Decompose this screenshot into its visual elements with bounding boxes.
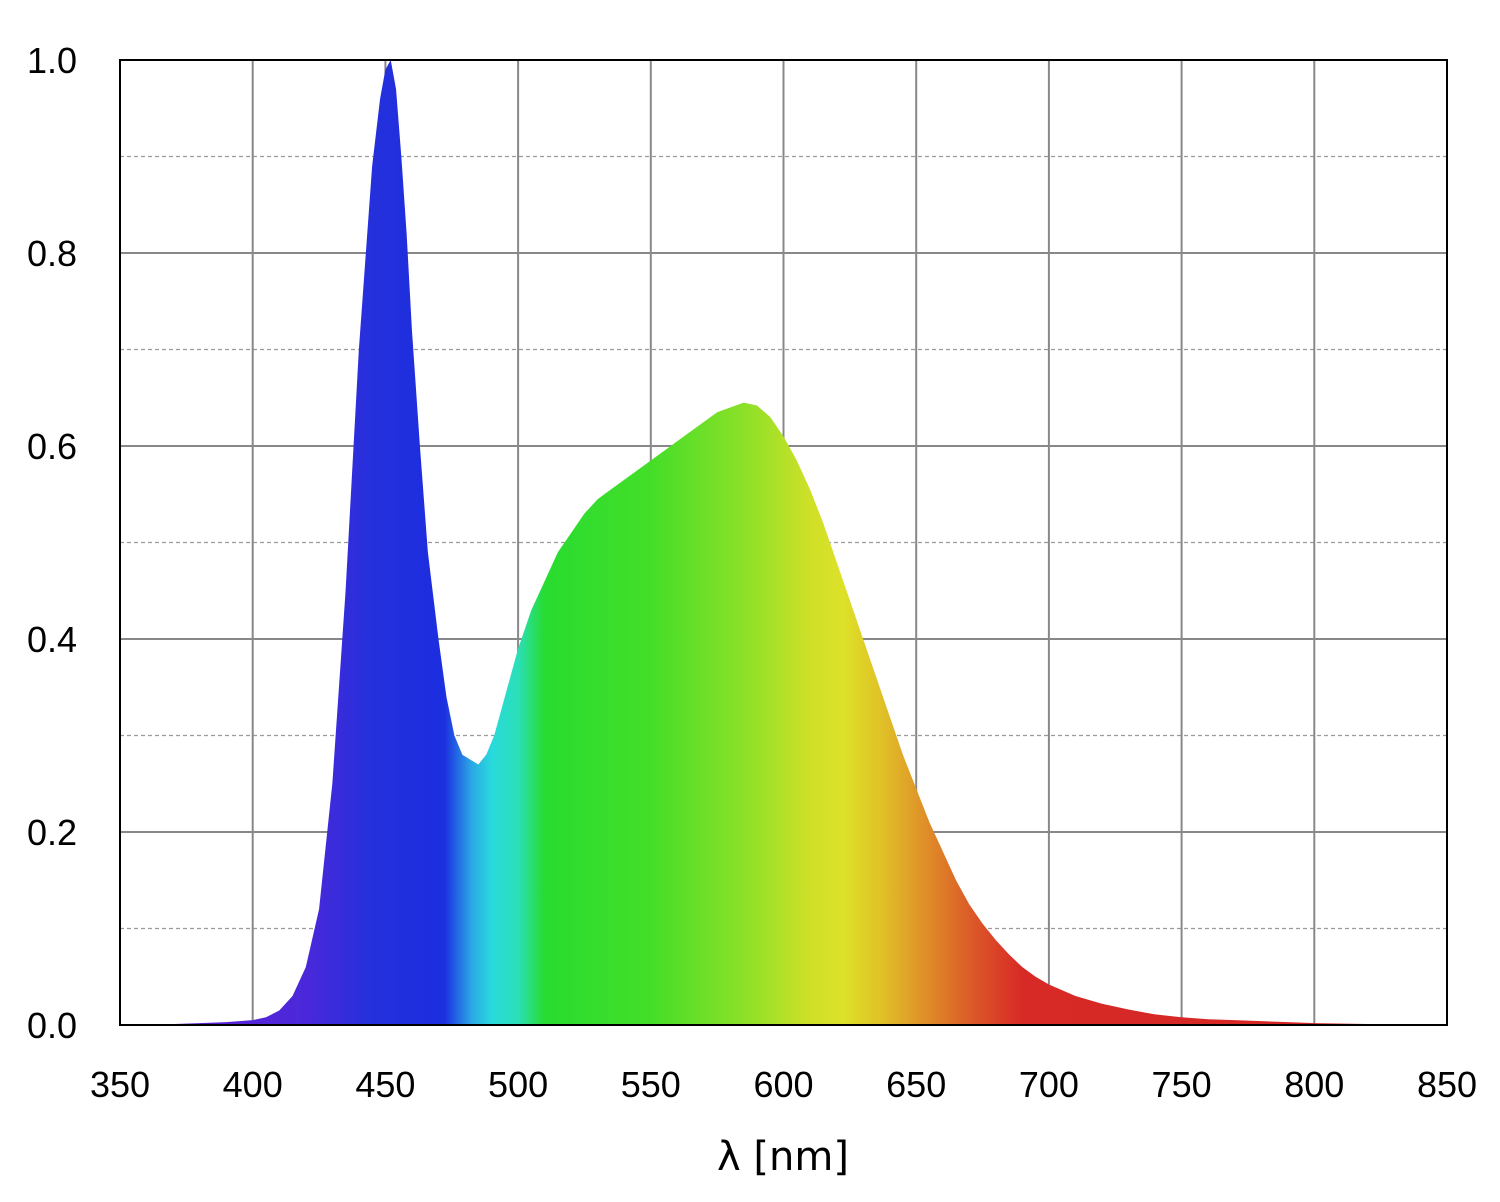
y-tick-label: 1.0: [27, 40, 77, 81]
x-tick-label: 500: [488, 1064, 548, 1105]
x-axis-title: λ [nm]: [717, 1134, 849, 1180]
y-tick-label: 0.2: [27, 812, 77, 853]
y-tick-label: 0.4: [27, 619, 77, 660]
series-layer: [146, 60, 1447, 1025]
y-tick-labels: 0.0 0.2 0.4 0.6 0.8 1.0: [27, 40, 77, 1046]
y-tick-label: 0.6: [27, 426, 77, 467]
x-tick-label: 350: [90, 1064, 150, 1105]
x-tick-labels: 350 400 450 500 550 600 650 700 750 800 850: [90, 1064, 1477, 1105]
x-tick-label: 400: [223, 1064, 283, 1105]
x-tick-label: 450: [355, 1064, 415, 1105]
y-tick-label: 0.0: [27, 1005, 77, 1046]
spectrum-area-0: [146, 60, 1447, 1025]
x-tick-label: 700: [1019, 1064, 1079, 1105]
y-tick-label: 0.8: [27, 233, 77, 274]
plot-frame: [119, 59, 1448, 1026]
x-tick-label: 850: [1417, 1064, 1477, 1105]
x-tick-label: 750: [1152, 1064, 1212, 1105]
x-tick-label: 550: [621, 1064, 681, 1105]
x-tick-label: 600: [753, 1064, 813, 1105]
x-tick-label: 800: [1284, 1064, 1344, 1105]
x-tick-label: 650: [886, 1064, 946, 1105]
